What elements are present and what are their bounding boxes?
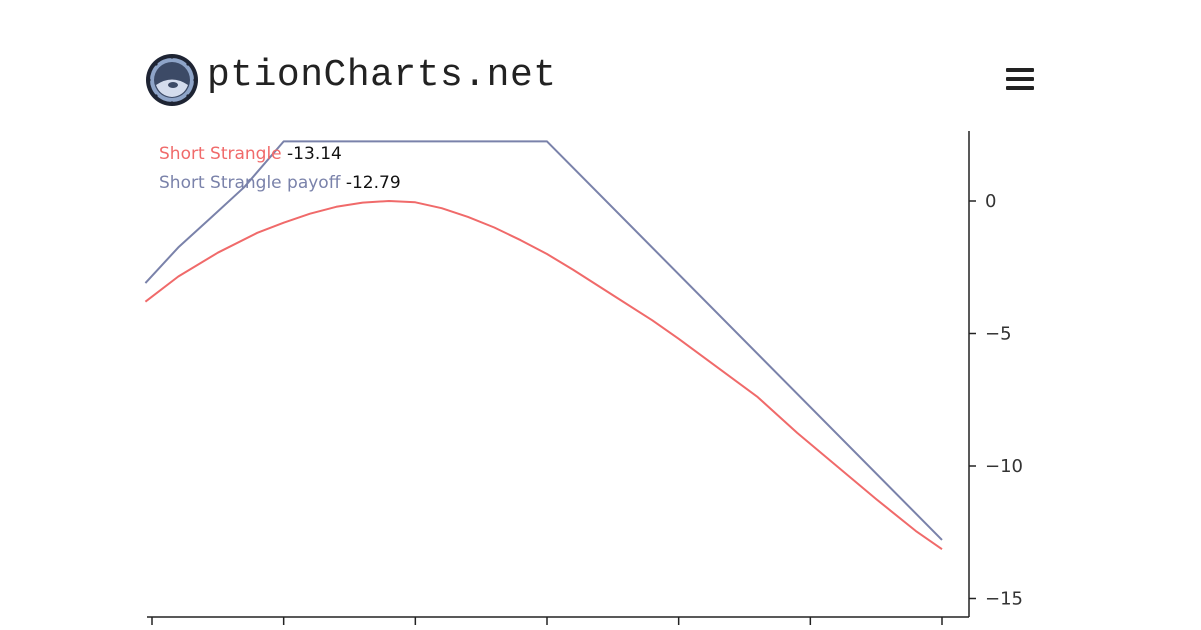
legend-series-name: Short Strangle payoff bbox=[159, 173, 341, 193]
brand-name[interactable]: ptionCharts.net bbox=[207, 54, 557, 97]
series-line-short-strangle bbox=[144, 200, 943, 551]
logo-icon[interactable] bbox=[144, 52, 200, 108]
legend-series-value: -13.14 bbox=[287, 144, 342, 164]
legend-entry-short-strangle: Short Strangle -13.14 bbox=[159, 140, 401, 169]
y-tick-label: −10 bbox=[985, 456, 1023, 477]
y-tick-label: 0 bbox=[985, 191, 996, 212]
y-tick-label: −15 bbox=[985, 589, 1023, 610]
legend-series-value: -12.79 bbox=[345, 173, 401, 193]
legend-entry-short-strangle-payoff: Short Strangle payoff -12.79 bbox=[159, 169, 401, 198]
y-tick-label: −5 bbox=[985, 324, 1012, 345]
chart-legend: Short Strangle -13.14 Short Strangle pay… bbox=[159, 140, 401, 198]
series-line-short-strangle-payoff bbox=[144, 140, 943, 541]
hamburger-menu-icon[interactable] bbox=[1006, 68, 1034, 94]
legend-series-name: Short Strangle bbox=[159, 144, 282, 164]
